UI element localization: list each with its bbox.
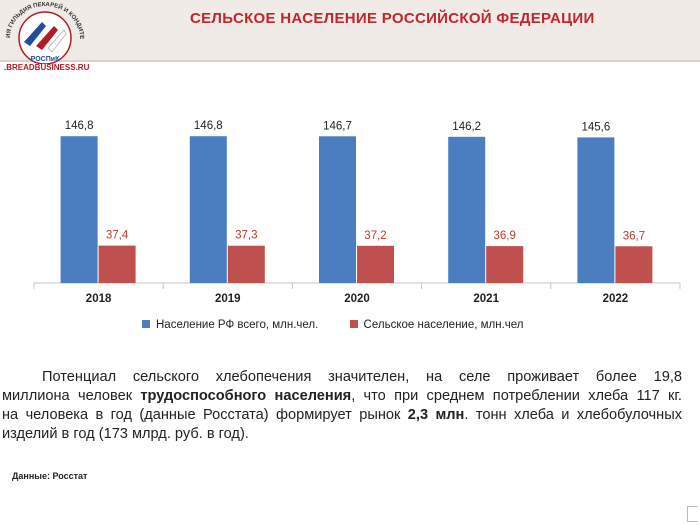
x-tick-label: 2018 [86,293,112,305]
bar-total [319,136,356,283]
legend-label-rural: Сельское население, млн.чел [363,319,524,331]
source-note: Данные: Росстат [12,471,88,481]
data-label-rural: 37,4 [106,230,129,242]
x-tick-label: 2022 [603,293,629,305]
data-label-total: 146,8 [65,120,94,132]
logo-text: РОСПиК [31,56,60,63]
bar-rural [98,245,136,283]
legend-swatch-rural [349,320,358,328]
legend-item-total: Население РФ всего, млн.чел. [142,319,318,331]
description-paragraph: Потенциал сельского хлебопечения значите… [2,368,682,444]
bar-chart: 146,8 37,4 2018 146,8 37,3 2019 146,7 37,2 2020 1… [33,120,681,305]
slide-corner-mark [687,506,698,522]
data-label-rural: 37,2 [364,230,386,242]
paragraph-line: миллиона человек трудоспособного населен… [2,388,682,404]
legend-label-total: Население РФ всего, млн.чел. [156,319,319,331]
logo: ИЯ ГИЛЬДИЯ ПЕКАРЕЙ И КОНДИТЕРОВ РОСПиК [2,2,84,64]
header-band [0,0,700,60]
bar-rural [615,246,653,283]
data-label-total: 146,8 [194,120,223,132]
data-label-rural: 37,3 [235,230,257,242]
x-tick-label: 2021 [473,293,499,305]
bar-total [577,137,615,283]
logo-site: .BREADBUSINESS.RU [4,63,90,72]
bar-rural [227,245,265,283]
data-label-total: 146,2 [452,121,481,133]
bar-rural [486,246,524,283]
header-divider [0,60,700,62]
bar-total [448,136,486,283]
data-label-total: 146,7 [323,120,352,132]
bar-total [60,136,98,283]
x-tick-label: 2019 [215,293,241,305]
data-label-rural: 36,7 [623,230,645,242]
bar-total [189,136,227,283]
bar-rural [357,245,394,283]
chart-legend: Население РФ всего, млн.чел. Сельское на… [142,319,552,331]
page-title: СЕЛЬСКОЕ НАСЕЛЕНИЕ РОССИЙСКОЙ ФЕДЕРАЦИИ [190,10,595,27]
legend-item-rural: Сельское население, млн.чел [349,319,524,331]
data-label-total: 145,6 [582,121,611,133]
paragraph-line: на человека в год (данные Росстата) форм… [2,407,683,423]
x-tick-label: 2020 [344,293,370,305]
paragraph-line: изделий в год (173 млрд. руб. в год). [2,426,249,442]
paragraph-line: Потенциал сельского хлебопечения значите… [42,369,682,385]
data-label-rural: 36,9 [494,230,516,242]
legend-swatch-total [142,320,150,328]
